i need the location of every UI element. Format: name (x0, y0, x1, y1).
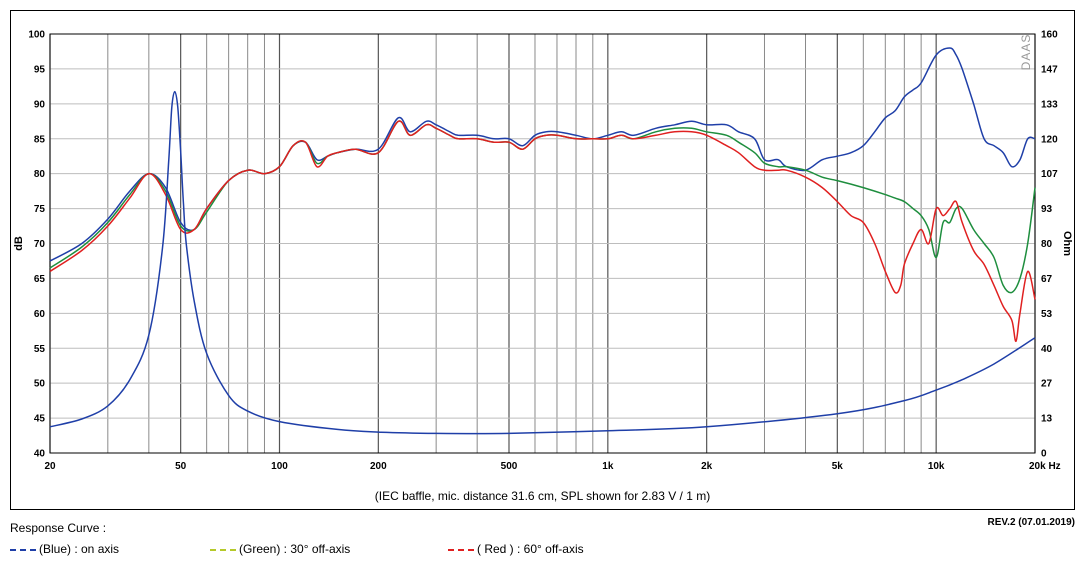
y2-tick-label: 133 (1041, 99, 1058, 110)
y2-tick-label: 107 (1041, 169, 1058, 180)
y2-tick-label: 160 (1041, 30, 1058, 41)
legend-item-green: (Green) : 30° off-axis (210, 542, 350, 556)
y-tick-label: 80 (34, 169, 46, 180)
x-tick-label: 100 (271, 461, 288, 472)
y-tick-label: 60 (34, 309, 46, 320)
series-line-impedance (49, 90, 1036, 435)
x-tick-label: 50 (175, 461, 187, 472)
y-tick-label: 85 (34, 134, 46, 145)
y-tick-label: 75 (34, 204, 46, 215)
y2-tick-label: 53 (1041, 309, 1053, 320)
y2-tick-label: 120 (1041, 134, 1058, 145)
y2-tick-label: 13 (1041, 414, 1053, 425)
x-tick-label: 20k Hz (1029, 461, 1061, 472)
legend-swatch-green (210, 548, 236, 551)
plot-border (49, 33, 1036, 454)
x-tick-label: 10k (928, 461, 945, 472)
x-tick-label: 500 (501, 461, 518, 472)
chart-note: (IEC baffle, mic. distance 31.6 cm, SPL … (375, 489, 710, 503)
x-tick-label: 2k (701, 461, 713, 472)
legend-item-blue: (Blue) : on axis (10, 542, 119, 556)
footer-title: Response Curve : (10, 521, 107, 535)
y-tick-label: 45 (34, 414, 46, 425)
x-tick-label: 20 (44, 461, 56, 472)
y2-tick-label: 27 (1041, 379, 1053, 390)
y-tick-label: 40 (34, 449, 46, 460)
series-line-red-60deg (49, 120, 1036, 343)
y2-tick-label: 40 (1041, 344, 1053, 355)
legend-swatch-red (448, 548, 474, 551)
revision-label: REV.2 (07.01.2019) (987, 517, 1075, 528)
y-tick-label: 100 (28, 30, 45, 41)
y2-tick-label: 80 (1041, 239, 1053, 250)
y2-tick-label: 0 (1041, 449, 1047, 460)
legend-swatch-blue (10, 548, 36, 551)
y2-tick-label: 147 (1041, 64, 1058, 75)
response-chart: 40 45 50 55 60 65 70 75 80 85 90 95 100 0 13 27 40 53 67 80… (13, 30, 1073, 504)
y-tick-label: 95 (34, 64, 46, 75)
y-tick-label: 65 (34, 274, 46, 285)
legend-item-red: ( Red ) : 60° off-axis (448, 542, 584, 556)
y2-tick-label: 93 (1041, 204, 1053, 215)
y-tick-label: 70 (34, 239, 46, 250)
x-tick-label: 1k (602, 461, 614, 472)
x-tick-label: 5k (832, 461, 844, 472)
y-tick-label: 55 (34, 344, 46, 355)
legend-label-green: (Green) : 30° off-axis (239, 542, 351, 556)
y-tick-label: 50 (34, 379, 46, 390)
y-axis-label: dB (13, 236, 25, 251)
legend-label-red: ( Red ) : 60° off-axis (477, 542, 584, 556)
watermark-label: DAAS (1019, 34, 1033, 71)
y2-axis-label: Ohm (1061, 231, 1073, 256)
x-tick-label: 200 (370, 461, 387, 472)
legend-label-blue: (Blue) : on axis (39, 542, 120, 556)
y2-tick-label: 67 (1041, 274, 1053, 285)
y-tick-label: 90 (34, 99, 46, 110)
